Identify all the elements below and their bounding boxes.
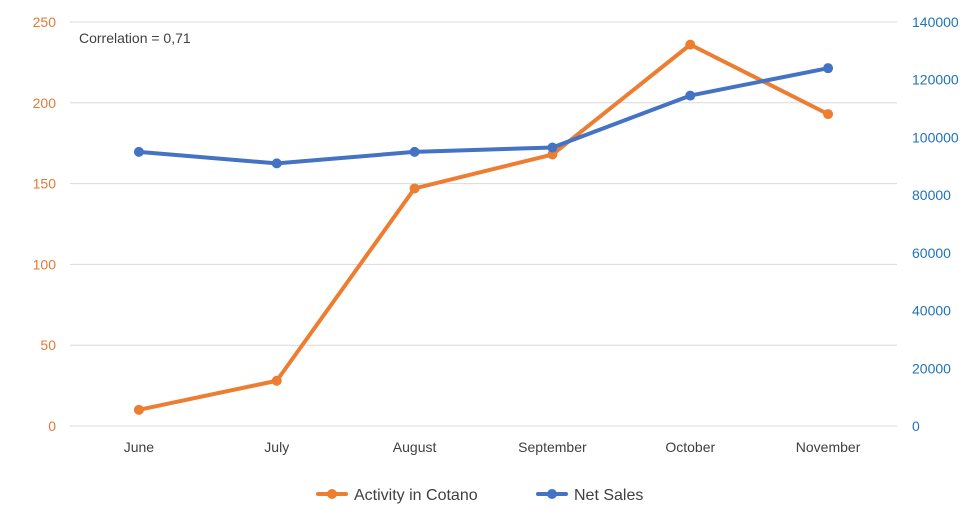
data-point [547, 149, 558, 160]
y-left-tick-label: 250 [33, 14, 57, 30]
legend-swatch-marker [327, 489, 337, 499]
data-point [685, 90, 696, 101]
x-tick-label: June [124, 439, 155, 455]
y-axis-right: 0 20000 40000 60000 80000 100000 120000 140000 [912, 14, 959, 434]
y-left-tick-label: 150 [33, 176, 57, 192]
y-left-tick-label: 0 [48, 418, 56, 434]
y-left-tick-label: 100 [33, 256, 57, 272]
series-0 [133, 39, 834, 415]
y-right-tick-label: 120000 [912, 72, 959, 88]
series-line [136, 42, 831, 412]
correlation-annotation: Correlation = 0,71 [79, 30, 191, 46]
data-point [409, 183, 420, 194]
legend-label: Net Sales [574, 487, 643, 504]
legend-label: Activity in Cotano [354, 487, 478, 504]
x-tick-label: July [264, 439, 289, 455]
data-point [409, 146, 420, 157]
series-line [136, 66, 831, 166]
legend: Activity in Cotano Net Sales [316, 487, 643, 504]
y-right-tick-label: 60000 [912, 245, 951, 261]
data-point [823, 63, 834, 74]
data-point [133, 146, 144, 157]
series [133, 39, 834, 415]
y-right-tick-label: 100000 [912, 129, 959, 145]
data-point [685, 39, 696, 50]
legend-swatch-marker [547, 489, 557, 499]
y-right-tick-label: 40000 [912, 303, 951, 319]
x-tick-label: October [665, 439, 715, 455]
x-axis: June July August September October November [124, 439, 861, 455]
y-right-tick-label: 80000 [912, 187, 951, 203]
y-right-tick-label: 20000 [912, 360, 951, 376]
y-right-tick-label: 0 [912, 418, 920, 434]
data-point [547, 142, 558, 153]
y-axis-left: 0 50 100 150 200 250 [33, 14, 57, 434]
data-point [133, 404, 144, 415]
y-left-tick-label: 200 [33, 95, 57, 111]
legend-item: Activity in Cotano [316, 487, 478, 504]
data-point [271, 375, 282, 386]
y-right-tick-label: 140000 [912, 14, 959, 30]
x-tick-label: September [518, 439, 587, 455]
data-point [271, 158, 282, 169]
series-1 [133, 63, 834, 169]
y-left-tick-label: 50 [40, 337, 56, 353]
x-tick-label: August [393, 439, 437, 455]
gridlines [70, 21, 897, 427]
x-tick-label: November [796, 439, 861, 455]
legend-item: Net Sales [536, 487, 643, 504]
data-point [823, 109, 834, 120]
